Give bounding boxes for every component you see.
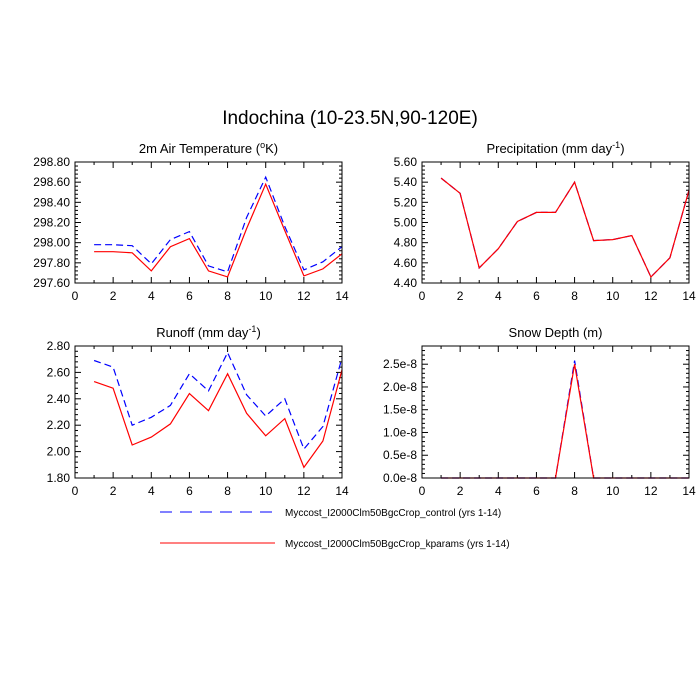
y-tick-label: 2.5e-8 <box>383 357 417 371</box>
y-tick-label: 2.40 <box>47 392 71 406</box>
x-tick-label: 14 <box>682 484 696 498</box>
y-tick-label: 5.40 <box>394 175 418 189</box>
series-line-kparams <box>441 364 689 479</box>
x-tick-label: 8 <box>571 289 578 303</box>
y-tick-label: 5.60 <box>394 155 418 169</box>
x-tick-label: 10 <box>606 484 620 498</box>
y-tick-label: 298.00 <box>33 236 70 250</box>
series-line-kparams <box>94 182 343 278</box>
y-tick-label: 2.80 <box>47 339 71 353</box>
y-tick-label: 298.40 <box>33 195 70 209</box>
x-tick-label: 0 <box>419 484 426 498</box>
y-tick-label: 298.60 <box>33 175 70 189</box>
x-tick-label: 6 <box>533 484 540 498</box>
panel-3: Runoff (mm day-1) 0 2 4 6 8 10 12 14 1.80 2.00 2.20… <box>47 324 349 498</box>
y-tick-label: 4.60 <box>394 256 418 270</box>
y-tick-label: 298.80 <box>33 155 70 169</box>
x-tick-label: 4 <box>148 484 155 498</box>
panel-1: 2m Air Temperature (oK) 0 2 4 6 8 10 12 14 297.60… <box>33 140 349 303</box>
y-tick-label: 2.60 <box>47 365 71 379</box>
plot-frame <box>421 345 690 479</box>
x-tick-label: 2 <box>457 289 464 303</box>
x-tick-label: 12 <box>297 289 311 303</box>
figure-title: Indochina (10-23.5N,90-120E) <box>222 108 478 129</box>
panel-2: Precipitation (mm day-1) 0 2 4 6 8 10 12 14 4.40 4… <box>394 140 696 303</box>
plot-frame <box>74 161 343 284</box>
x-tick-label: 6 <box>186 289 193 303</box>
panel-title: Snow Depth (m) <box>509 325 603 340</box>
legend-label-kparams: Myccost_I2000Clm50BgcCrop_kparams (yrs 1… <box>285 539 510 550</box>
y-tick-label: 2.20 <box>47 418 71 432</box>
x-tick-label: 12 <box>644 484 658 498</box>
y-tick-label: 4.80 <box>394 236 418 250</box>
legend-label-control: Myccost_I2000Clm50BgcCrop_control (yrs 1… <box>285 508 501 519</box>
y-tick-label: 298.20 <box>33 216 70 230</box>
y-tick-label: 2.0e-8 <box>383 380 417 394</box>
x-tick-label: 14 <box>335 289 349 303</box>
x-tick-label: 4 <box>495 289 502 303</box>
panel-title: Precipitation (mm day-1) <box>486 140 624 156</box>
x-tick-label: 4 <box>148 289 155 303</box>
x-tick-label: 4 <box>495 484 502 498</box>
panel-title: 2m Air Temperature (oK) <box>139 140 278 156</box>
series-line-control <box>94 175 343 273</box>
legend: Myccost_I2000Clm50BgcCrop_control (yrs 1… <box>160 508 510 550</box>
x-tick-label: 10 <box>259 289 273 303</box>
x-tick-label: 0 <box>72 289 79 303</box>
y-tick-label: 297.60 <box>33 276 70 290</box>
y-tick-label: 5.00 <box>394 216 418 230</box>
x-tick-label: 12 <box>644 289 658 303</box>
y-tick-label: 0.0e-8 <box>383 471 417 485</box>
x-tick-label: 0 <box>419 289 426 303</box>
x-tick-label: 2 <box>457 484 464 498</box>
x-tick-label: 14 <box>335 484 349 498</box>
x-tick-label: 12 <box>297 484 311 498</box>
x-tick-label: 14 <box>682 289 696 303</box>
x-tick-label: 0 <box>72 484 79 498</box>
y-tick-label: 1.80 <box>47 471 71 485</box>
panel-4: Snow Depth (m) 0 2 4 6 8 10 12 14 0.0e-8 0.5e-8 1.0… <box>383 325 696 498</box>
x-tick-label: 2 <box>110 484 117 498</box>
y-tick-label: 0.5e-8 <box>383 448 417 462</box>
y-tick-label: 1.5e-8 <box>383 403 417 417</box>
panel-title: Runoff (mm day-1) <box>156 324 261 340</box>
series-line-control <box>93 351 343 451</box>
y-tick-label: 4.40 <box>394 276 418 290</box>
x-tick-label: 2 <box>110 289 117 303</box>
panels: 2m Air Temperature (oK) 0 2 4 6 8 10 12 14 297.60… <box>33 140 696 498</box>
x-tick-label: 8 <box>571 484 578 498</box>
x-tick-label: 10 <box>259 484 273 498</box>
y-tick-label: 297.80 <box>33 256 70 270</box>
y-tick-label: 5.20 <box>394 195 418 209</box>
series-line-kparams <box>440 177 690 279</box>
x-tick-label: 8 <box>224 484 231 498</box>
x-tick-label: 6 <box>186 484 193 498</box>
y-tick-label: 2.00 <box>47 445 71 459</box>
plot-frame <box>74 345 343 479</box>
series-line-kparams <box>93 369 343 469</box>
x-tick-label: 10 <box>606 289 620 303</box>
y-tick-label: 1.0e-8 <box>383 425 417 439</box>
plot-frame <box>421 161 690 284</box>
x-tick-label: 6 <box>533 289 540 303</box>
x-tick-label: 8 <box>224 289 231 303</box>
